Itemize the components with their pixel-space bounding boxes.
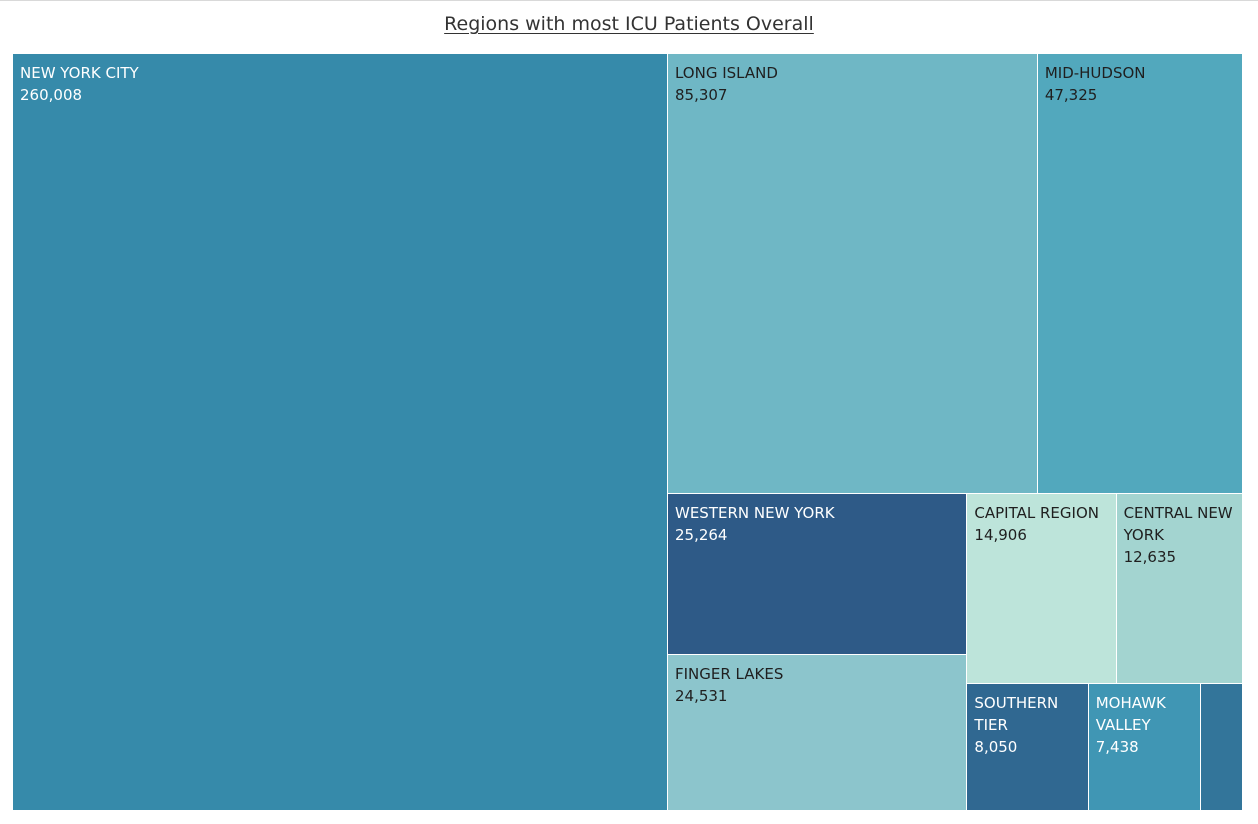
tile-value: 47,325 — [1044, 86, 1098, 104]
tile-label: FINGER LAKES 24,531 — [675, 663, 962, 707]
tile-unlabeled-9[interactable] — [1200, 684, 1243, 811]
tile-name: WESTERN NEW YORK — [674, 503, 835, 522]
tile-central-new-york[interactable]: CENTRAL NEW YORK 12,635 — [1116, 493, 1243, 685]
tile-label: NEW YORK CITY 260,008 — [20, 62, 663, 106]
tile-label: SOUTHERN TIER 8,050 — [974, 692, 1083, 758]
tile-name: FINGER LAKES — [674, 664, 784, 683]
tile-name: LONG ISLAND — [674, 64, 778, 82]
tile-value: 12,635 — [1123, 547, 1177, 566]
tile-value: 8,050 — [974, 738, 1018, 757]
tile-label: CAPITAL REGION 14,906 — [974, 502, 1111, 546]
tile-southern-tier[interactable]: SOUTHERN TIER 8,050 — [967, 684, 1089, 811]
top-divider — [0, 0, 1258, 1]
tile-western-new-york[interactable]: WESTERN NEW YORK 25,264 — [667, 493, 968, 655]
tile-name: MOHAWK VALLEY — [1095, 694, 1166, 735]
tile-name: MID-HUDSON — [1044, 64, 1146, 82]
chart-title: Regions with most ICU Patients Overall — [444, 13, 814, 35]
tile-value: 24,531 — [674, 686, 728, 705]
tile-label: CENTRAL NEW YORK 12,635 — [1124, 502, 1238, 568]
tile-value: 260,008 — [20, 86, 83, 104]
tile-name: SOUTHERN TIER — [974, 694, 1059, 735]
tile-name: NEW YORK CITY — [20, 64, 139, 82]
tile-long-island[interactable]: LONG ISLAND 85,307 — [667, 54, 1038, 494]
tile-label: MOHAWK VALLEY 7,438 — [1096, 692, 1196, 758]
tile-value: 85,307 — [674, 86, 728, 104]
tile-name: CENTRAL NEW YORK — [1123, 503, 1233, 544]
tile-value: 25,264 — [674, 525, 728, 544]
tile-capital-region[interactable]: CAPITAL REGION 14,906 — [967, 493, 1117, 685]
tile-finger-lakes[interactable]: FINGER LAKES 24,531 — [667, 654, 968, 811]
tile-mid-hudson[interactable]: MID-HUDSON 47,325 — [1037, 54, 1243, 494]
tile-name: CAPITAL REGION — [974, 503, 1099, 522]
treemap-chart: NEW YORK CITY 260,008 LONG ISLAND 85,307 MID… — [13, 54, 1243, 811]
tile-label: WESTERN NEW YORK 25,264 — [675, 502, 962, 546]
tile-label: MID-HUDSON 47,325 — [1045, 62, 1238, 106]
tile-label: LONG ISLAND 85,307 — [675, 62, 1033, 106]
tile-value: 7,438 — [1095, 738, 1139, 757]
tile-mohawk-valley[interactable]: MOHAWK VALLEY 7,438 — [1088, 684, 1201, 811]
tile-value: 14,906 — [974, 525, 1027, 544]
tile-new-york-city[interactable]: NEW YORK CITY 260,008 — [13, 54, 668, 811]
